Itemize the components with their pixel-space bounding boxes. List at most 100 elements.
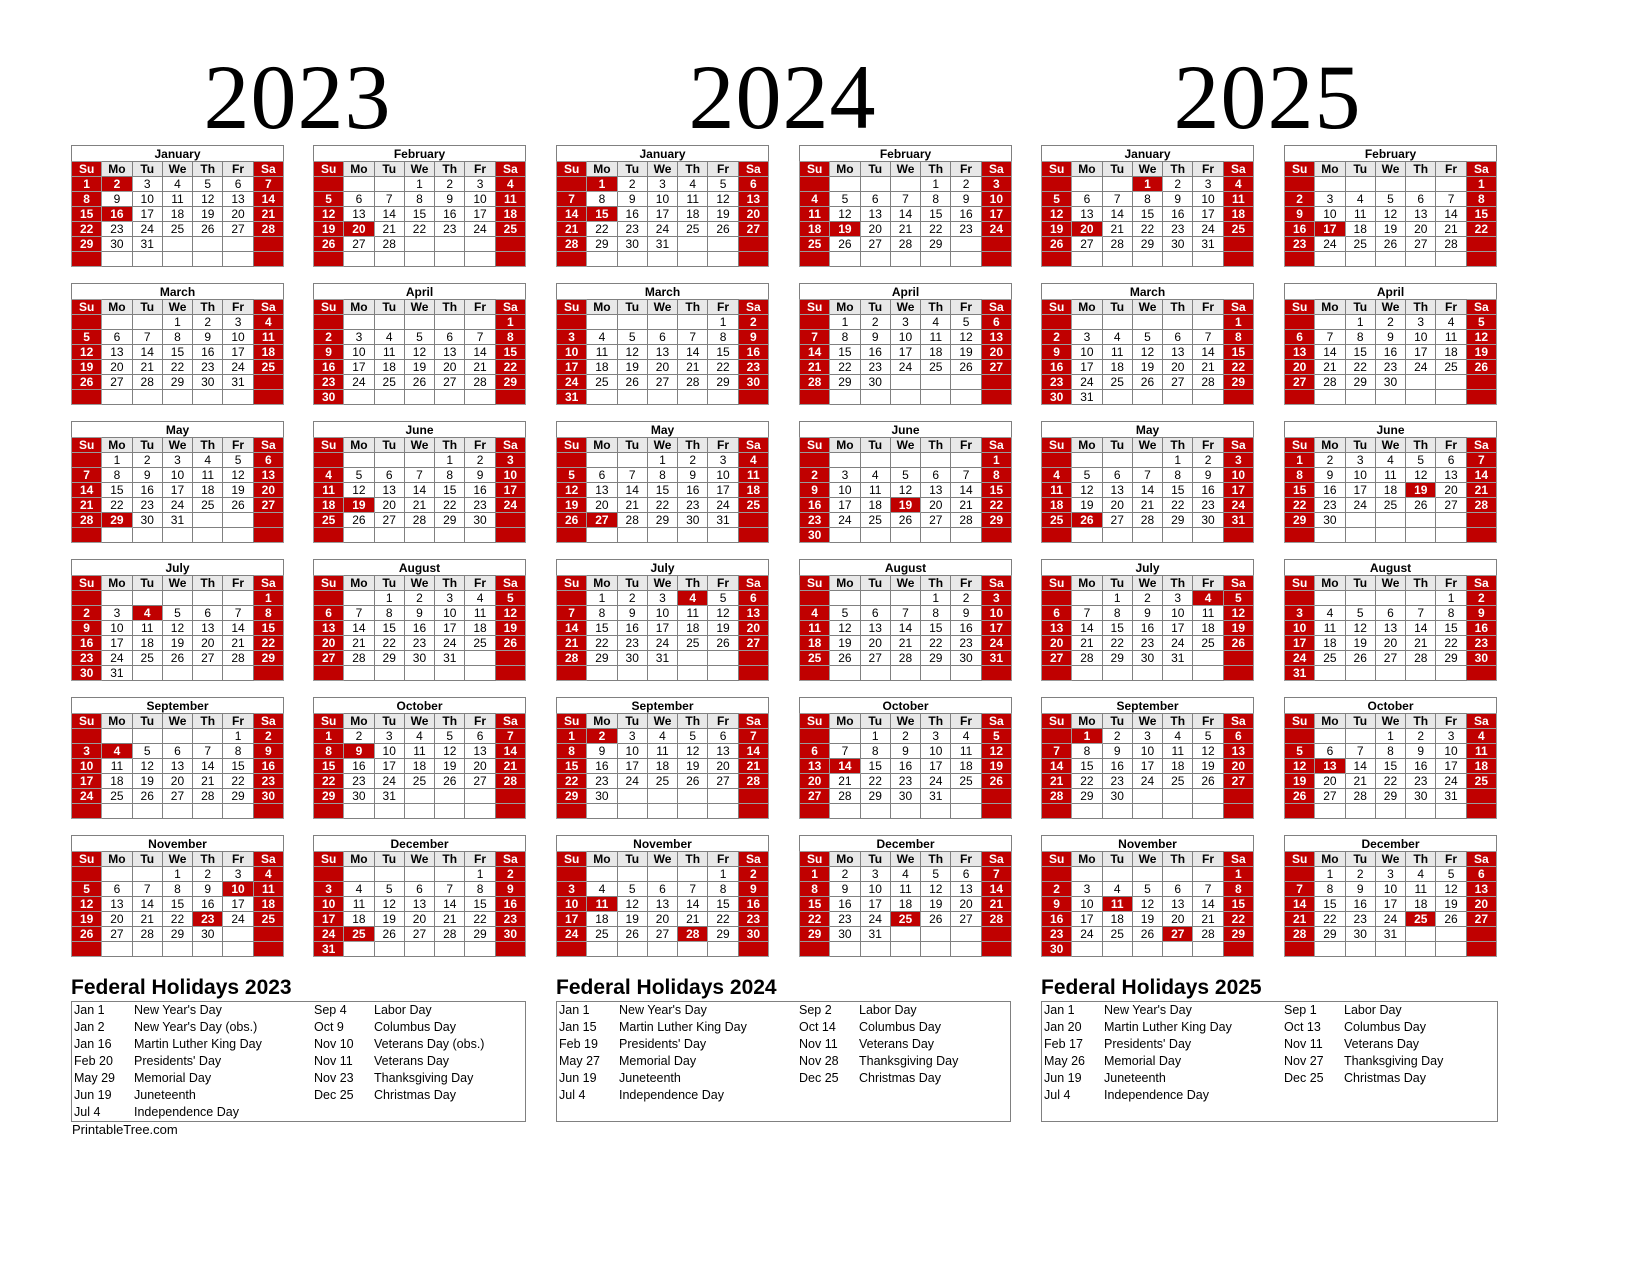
day-cell: 26: [70, 926, 103, 942]
day-cell: 15: [403, 206, 436, 222]
day-cell: [1405, 512, 1437, 528]
holiday-day-cell: 19: [1405, 482, 1437, 498]
day-cell: [1314, 728, 1346, 744]
day-cell: 2: [798, 467, 831, 483]
week-row: 31: [312, 941, 527, 957]
day-cell: [737, 236, 770, 252]
weekday-header: Tu: [1344, 299, 1376, 315]
weekday-header: Th: [920, 299, 952, 315]
day-cell: 14: [1435, 206, 1467, 222]
day-cell: 3: [1344, 452, 1376, 468]
day-cell: 20: [1465, 896, 1498, 912]
day-cell: [1344, 176, 1376, 192]
day-cell: 5: [829, 605, 861, 621]
day-cell: [1374, 803, 1407, 819]
day-cell: 23: [131, 497, 163, 513]
day-cell: [798, 176, 831, 192]
weekday-header: Su: [555, 851, 588, 867]
weekday-header: We: [646, 575, 679, 591]
month-grid: Su Mo Tu We Th Fr Sa 1 2 3 4 5 6 7 8 9 10 11 12 13 14 15 16 17 1…: [312, 299, 527, 405]
day-cell: 20: [161, 773, 194, 789]
day-cell: 3: [1314, 191, 1346, 207]
day-cell: 24: [1131, 773, 1164, 789]
day-cell: 24: [1435, 773, 1467, 789]
day-cell: 20: [1405, 221, 1437, 237]
day-cell: 13: [1283, 344, 1316, 360]
day-cell: [101, 389, 133, 405]
day-cell: [1162, 527, 1194, 543]
week-row: [70, 941, 285, 957]
day-cell: 24: [1314, 236, 1346, 252]
day-cell: 11: [192, 467, 224, 483]
week-row: [1283, 941, 1498, 957]
day-cell: 24: [1071, 926, 1103, 942]
month-grid: Su Mo Tu We Th Fr Sa 1 2 3 4 5 6 7 8 9 10 11 12 13 14 15 16 17 1…: [70, 161, 285, 267]
day-cell: [494, 236, 527, 252]
day-cell: 24: [222, 911, 254, 927]
day-cell: 28: [829, 788, 861, 804]
day-cell: 1: [1283, 452, 1316, 468]
day-cell: [1162, 788, 1194, 804]
day-cell: 24: [131, 221, 163, 237]
day-cell: 10: [555, 896, 588, 912]
day-cell: 4: [586, 329, 618, 345]
holiday-name: Memorial Day: [1104, 1054, 1182, 1068]
day-cell: [1314, 803, 1346, 819]
weekday-header-row: Su Mo Tu We Th Fr Sa: [555, 299, 770, 315]
day-cell: 13: [1040, 620, 1073, 636]
day-cell: 31: [1162, 650, 1194, 666]
day-cell: 29: [161, 926, 194, 942]
day-cell: [1314, 314, 1346, 330]
day-cell: 29: [434, 512, 466, 528]
holiday-date: Feb 17: [1044, 1037, 1083, 1051]
day-cell: [252, 527, 285, 543]
day-cell: 30: [1040, 941, 1073, 957]
holiday-day-cell: 15: [586, 206, 618, 222]
day-cell: 6: [1101, 467, 1133, 483]
day-cell: 18: [373, 359, 405, 375]
day-cell: [1040, 527, 1073, 543]
day-cell: 21: [1435, 221, 1467, 237]
weekday-header: Sa: [1222, 575, 1255, 591]
day-cell: 7: [1101, 191, 1133, 207]
day-cell: [131, 251, 163, 267]
day-cell: 23: [737, 359, 770, 375]
weekday-header-row: Su Mo Tu We Th Fr Sa: [1283, 437, 1498, 453]
day-cell: [494, 803, 527, 819]
weekday-header: Mo: [1071, 713, 1103, 729]
day-cell: [980, 926, 1013, 942]
weekday-header: Tu: [131, 851, 163, 867]
day-cell: 12: [343, 482, 375, 498]
day-cell: 21: [555, 635, 588, 651]
weekday-header: Sa: [494, 299, 527, 315]
month-calendar: April Su Mo Tu We Th Fr Sa 1 2 3 4 5 6 7 8 9 10 11 12 13 14 15…: [1283, 283, 1498, 413]
weekday-header: Fr: [464, 437, 496, 453]
day-cell: [373, 251, 405, 267]
day-cell: 25: [252, 359, 285, 375]
day-cell: 1: [920, 590, 952, 606]
weekday-header: Mo: [343, 299, 375, 315]
day-cell: [252, 926, 285, 942]
day-cell: 19: [494, 620, 527, 636]
day-cell: [161, 590, 194, 606]
day-cell: 18: [252, 344, 285, 360]
day-cell: 29: [312, 788, 345, 804]
week-row: [555, 527, 770, 543]
day-cell: 17: [555, 359, 588, 375]
day-cell: 5: [1222, 590, 1255, 606]
weekday-header: Mo: [1314, 713, 1346, 729]
day-cell: 6: [1162, 881, 1194, 897]
day-cell: 24: [1071, 374, 1103, 390]
day-cell: 16: [1131, 620, 1164, 636]
day-cell: 21: [494, 758, 527, 774]
day-cell: 19: [920, 896, 952, 912]
day-cell: 20: [1283, 359, 1316, 375]
day-cell: 1: [1374, 728, 1407, 744]
day-cell: 20: [1162, 359, 1194, 375]
weekday-header: Tu: [1344, 575, 1376, 591]
weekday-header: Mo: [829, 713, 861, 729]
day-cell: [920, 452, 952, 468]
day-cell: 14: [1040, 758, 1073, 774]
